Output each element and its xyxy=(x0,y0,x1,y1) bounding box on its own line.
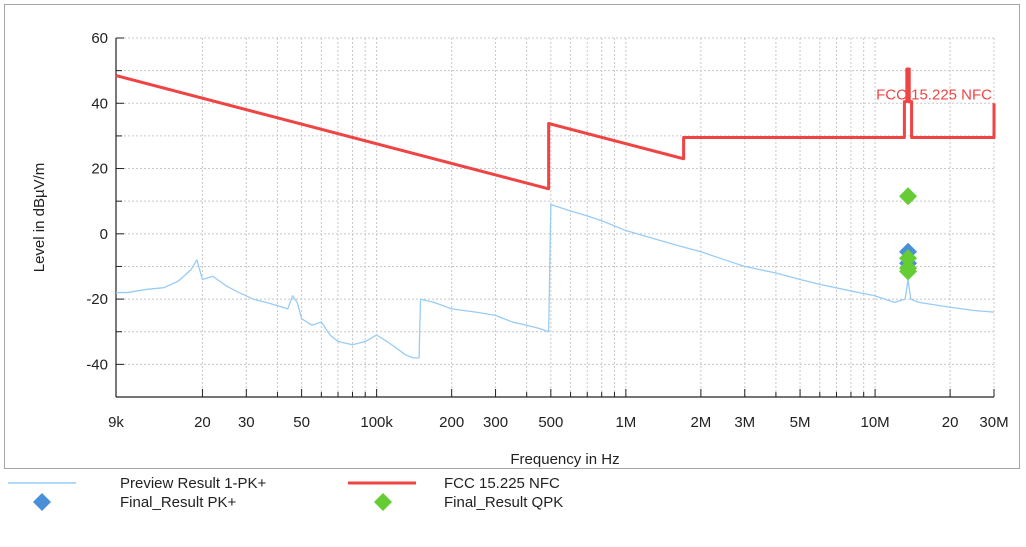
x-tick-label: 200 xyxy=(439,414,464,431)
x-tick-label: 2M xyxy=(690,414,711,431)
x-tick-label: 500 xyxy=(538,414,563,431)
x-tick-label: 50 xyxy=(293,414,310,431)
y-tick-label: 60 xyxy=(91,30,108,47)
legend-swatch-final-pk xyxy=(33,493,51,511)
y-tick-label: -20 xyxy=(86,291,108,308)
x-tick-label: 5M xyxy=(790,414,811,431)
legend-label-fcc: FCC 15.225 NFC xyxy=(444,475,560,492)
legend-swatch-final-qpk xyxy=(374,493,392,511)
limit-annotation: FCC 15.225 NFC xyxy=(876,86,992,103)
x-tick-label: 10M xyxy=(860,414,889,431)
series-line-fcc-limit xyxy=(115,67,996,191)
x-tick-label: 100k xyxy=(360,414,393,431)
y-axis-title: Level in dBµV/m xyxy=(31,163,48,273)
x-tick-label: 9k xyxy=(108,414,124,431)
legend-label-preview: Preview Result 1-PK+ xyxy=(120,475,267,492)
x-axis-title: Frequency in Hz xyxy=(510,451,619,468)
series-line-preview-result xyxy=(116,203,995,359)
marker-final-qpk xyxy=(899,249,918,268)
x-tick-label: 20 xyxy=(942,414,959,431)
y-tick-label: 0 xyxy=(100,226,108,243)
x-tick-label: 20 xyxy=(194,414,211,431)
y-tick-label: 40 xyxy=(91,95,108,112)
legend: Preview Result 1-PK+ FCC 15.225 NFC Final_… xyxy=(8,475,563,511)
y-tick-label: -40 xyxy=(86,356,108,373)
x-tick-label: 30 xyxy=(238,414,255,431)
grid xyxy=(115,37,995,397)
x-tick-label: 1M xyxy=(615,414,636,431)
x-tick-label: 30M xyxy=(979,414,1008,431)
x-tick-label: 3M xyxy=(734,414,755,431)
legend-label-final-pk: Final_Result PK+ xyxy=(120,494,237,511)
marker-final-qpk xyxy=(899,262,918,281)
marker-final-qpk xyxy=(899,187,918,206)
y-tick-label: 20 xyxy=(91,161,108,178)
legend-label-final-qpk: Final_Result QPK xyxy=(444,494,563,511)
x-tick-label: 300 xyxy=(483,414,508,431)
